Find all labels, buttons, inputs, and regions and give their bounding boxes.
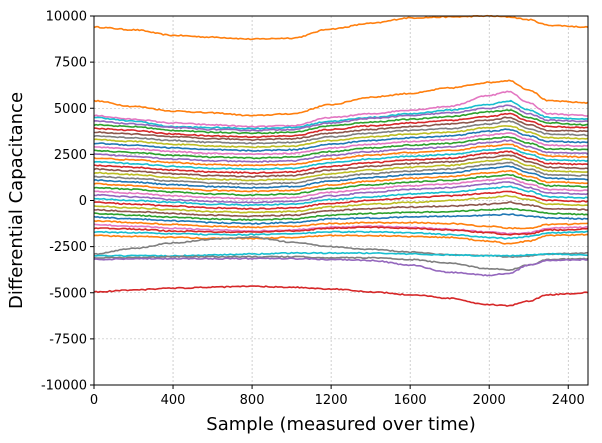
y-axis: -10000 -7500 -5000 -2500 0 2500 5000 7500 10000 — [41, 10, 94, 394]
x-tick-label: 1600 — [394, 393, 427, 408]
x-tick-label: 800 — [240, 393, 265, 408]
series-line-4 — [93, 99, 588, 130]
series-line-18 — [93, 154, 589, 178]
series-line-30 — [93, 207, 589, 222]
series-line-13 — [93, 136, 589, 160]
series-line-29 — [93, 201, 589, 218]
series-line-14 — [93, 139, 589, 163]
series-line-3 — [93, 90, 589, 128]
series-line-2 — [93, 79, 589, 117]
y-tick-label: 2500 — [54, 148, 87, 163]
series-line-9 — [93, 119, 588, 145]
series-line-21 — [93, 165, 589, 189]
y-tick-label: -2500 — [49, 240, 87, 255]
series-line-34 — [93, 226, 589, 236]
series-line-31 — [93, 213, 588, 225]
y-tick-label: -5000 — [49, 286, 87, 301]
series-line-12 — [93, 132, 589, 156]
x-axis: 0 400 800 1200 1600 2000 2400 — [90, 385, 585, 408]
series-line-16 — [93, 147, 589, 171]
series-line-17 — [93, 150, 589, 175]
series-line-32 — [93, 219, 589, 230]
y-tick-label: 7500 — [54, 56, 87, 71]
series-line-22 — [93, 169, 589, 193]
y-tick-label: 5000 — [54, 102, 87, 117]
series-line-11 — [93, 128, 589, 152]
y-tick-label: -10000 — [41, 379, 87, 394]
series-line-24 — [93, 177, 589, 200]
series-line-7 — [93, 112, 588, 139]
series-line-26 — [93, 185, 589, 207]
plot-frame — [93, 15, 589, 386]
y-axis-label: Differential Capacitance — [6, 92, 27, 309]
series-line-23 — [93, 173, 589, 197]
x-tick-label: 1200 — [315, 393, 348, 408]
series-group — [93, 14, 589, 307]
series-line-40 — [93, 257, 589, 277]
series-line-19 — [93, 157, 589, 182]
series-line-36 — [93, 233, 588, 245]
series-line-27 — [93, 190, 589, 210]
grid-lines — [93, 15, 588, 386]
series-line-20 — [93, 161, 589, 186]
series-line-1 — [93, 14, 589, 41]
y-tick-label: 0 — [79, 194, 87, 209]
series-line-39 — [93, 255, 589, 272]
y-tick-label: -7500 — [49, 332, 87, 347]
series-line-8 — [94, 116, 589, 141]
series-line-6 — [93, 109, 589, 135]
x-tick-label: 0 — [90, 393, 98, 408]
x-axis-label: Sample (measured over time) — [206, 414, 475, 435]
series-line-38 — [93, 251, 589, 258]
series-line-41 — [93, 285, 589, 307]
series-line-37 — [93, 236, 589, 259]
series-line-25 — [93, 181, 589, 204]
y-tick-label: 10000 — [46, 10, 87, 25]
x-tick-label: 2000 — [473, 393, 506, 408]
x-tick-label: 2400 — [552, 393, 585, 408]
series-line-10 — [93, 125, 589, 149]
series-line-35 — [93, 230, 589, 240]
series-line-28 — [93, 194, 589, 214]
x-tick-label: 400 — [161, 393, 186, 408]
series-line-5 — [93, 104, 589, 132]
series-line-15 — [93, 143, 589, 167]
